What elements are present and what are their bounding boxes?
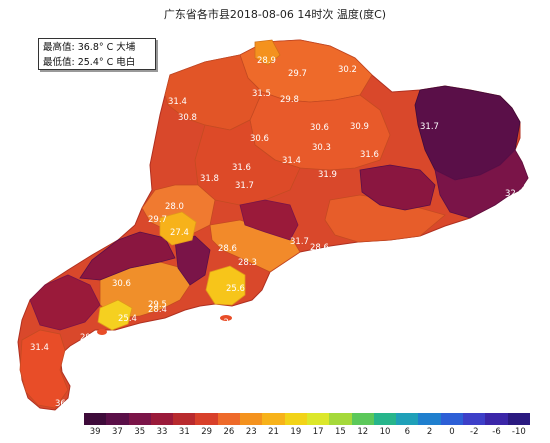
island-shangchuan	[220, 315, 232, 321]
legend-tick-label: 0	[449, 427, 455, 437]
legend-color-cell	[306, 413, 330, 425]
legend-tick-label: 26	[223, 427, 235, 437]
legend-color-cell	[485, 413, 508, 425]
temperature-value-label: 29.7	[148, 215, 167, 225]
legend-color-cell	[195, 413, 218, 425]
legend-color-cell	[240, 413, 263, 425]
temperature-value-label: 28.6	[218, 244, 237, 254]
island-nanao	[516, 182, 524, 188]
legend-tick-label: 15	[335, 427, 346, 437]
legend-color-cell	[440, 413, 464, 425]
legend-tick-label: 33	[156, 427, 168, 437]
legend-color-cell	[351, 413, 374, 425]
temperature-value-label: 30.6	[112, 279, 131, 289]
legend-color-cell	[84, 413, 107, 425]
temperature-value-label: 29.7	[288, 69, 307, 79]
legend-color-cell	[217, 413, 241, 425]
temperature-value-label: 25.6	[226, 284, 245, 294]
temperature-value-label: 30.6	[310, 123, 329, 133]
legend-tick-label: 6	[404, 427, 411, 437]
island-donghai	[97, 329, 107, 335]
temperature-value-label: 31.4	[30, 343, 49, 353]
legend-tick-label: 39	[89, 427, 101, 437]
region-cool-zhuhai	[159, 211, 197, 246]
temperature-value-label: 36.1	[55, 399, 74, 409]
temperature-value-label: 31.2	[210, 318, 229, 328]
temperature-value-label: 27.4	[170, 228, 189, 238]
region-cool-dianbai	[97, 299, 133, 331]
map-title: 广东省各市县2018-08-06 14时次 温度(度C)	[163, 8, 387, 21]
region-south-hot	[29, 274, 101, 331]
temperature-value-label: 31.7	[420, 122, 439, 132]
legend-tick-label: 2	[426, 427, 433, 437]
temperature-value-label: 30.6	[250, 134, 269, 144]
legend-color-cell	[106, 413, 129, 425]
legend-tick-label: 29	[201, 427, 213, 437]
temperature-value-label: 31.6	[232, 163, 251, 173]
temperature-value-label: 29.9	[80, 333, 99, 343]
region-leizhou	[19, 329, 69, 409]
legend-tick-label: 10	[379, 427, 391, 437]
legend-tick-label: 37	[112, 427, 123, 437]
legend-color-cell	[507, 413, 530, 425]
temperature-value-label: 28.4	[148, 305, 167, 315]
temperature-value-label: 31.9	[318, 170, 337, 180]
legend-tick-label: -10	[511, 427, 526, 437]
temperature-value-label: 31.8	[200, 174, 219, 184]
legend-tick-label: 21	[268, 427, 279, 437]
region-central-hot	[239, 199, 299, 241]
temperature-value-label: 29.8	[280, 95, 299, 105]
legend-tick-label: 35	[134, 427, 146, 437]
temperature-value-label: 30.9	[350, 122, 369, 132]
legend-color-cell	[373, 413, 397, 425]
temperature-value-label: 28.6	[310, 243, 329, 253]
legend-tick-label: 17	[312, 427, 324, 437]
region-west-hot	[79, 231, 176, 281]
legend-color-cell	[262, 413, 285, 425]
region-cool-shenzhen	[205, 265, 246, 306]
legend-tick-label: 23	[245, 427, 257, 437]
legend-color-cell	[329, 413, 352, 425]
temperature-labels: 28.9 29.7 30.2 31.4 31.5 29.8 30.8 30.6 30.6 30.9…	[30, 56, 524, 409]
legend-color-cell	[173, 413, 196, 425]
temperature-value-label: 31.6	[360, 150, 379, 160]
region-cool-north	[254, 39, 281, 66]
legend-tick-label: -2	[470, 427, 479, 437]
legend-tick-label: 12	[357, 427, 369, 437]
temperature-value-label: 28.0	[165, 202, 184, 212]
temperature-value-label: 28.3	[238, 258, 257, 268]
extremes-info-box: 最高值: 36.8° C 大埔 最低值: 25.4° C 电白	[38, 38, 156, 70]
temperature-value-label: 31.1	[417, 243, 436, 253]
region-mideast-hot	[359, 164, 436, 211]
temperature-value-label: 25.4	[118, 314, 137, 324]
temperature-value-label: 28.9	[257, 56, 276, 66]
temperature-value-label: 31.7	[235, 181, 254, 191]
temperature-value-label: 31.4	[282, 156, 301, 166]
legend-tick-label: 31	[178, 427, 190, 437]
region-east-hot	[434, 149, 529, 219]
region-dongguan-hot	[174, 235, 211, 286]
temperature-value-label: 31.5	[252, 89, 271, 99]
temperature-value-label: 30.8	[178, 113, 197, 123]
legend-tick-label: -6	[492, 427, 501, 437]
legend-color-cell	[396, 413, 419, 425]
temperature-value-label: 29.5	[148, 300, 167, 310]
legend-tick-label: 19	[290, 427, 302, 437]
color-legend-labels: 39 37 35 33 31 29 26 23 21 19 17 15 12 10 6 2 0 -2 -6 -10	[84, 427, 530, 439]
legend-color-cell	[128, 413, 151, 425]
max-value-line: 最高值: 36.8° C 大埔	[43, 42, 136, 53]
legend-color-cell	[284, 413, 307, 425]
temperature-value-label: 30.3	[312, 143, 331, 153]
color-legend	[84, 413, 530, 425]
temperature-value-label: 32.9	[505, 189, 524, 199]
temperature-value-label: 31.4	[168, 97, 187, 107]
legend-color-cell	[463, 413, 486, 425]
temperature-value-label: 31.7	[290, 237, 309, 247]
min-value-line: 最低值: 25.4° C 电白	[43, 57, 136, 68]
legend-color-cell	[418, 413, 441, 425]
legend-color-cell	[150, 413, 174, 425]
temperature-value-label: 30.2	[338, 65, 357, 75]
